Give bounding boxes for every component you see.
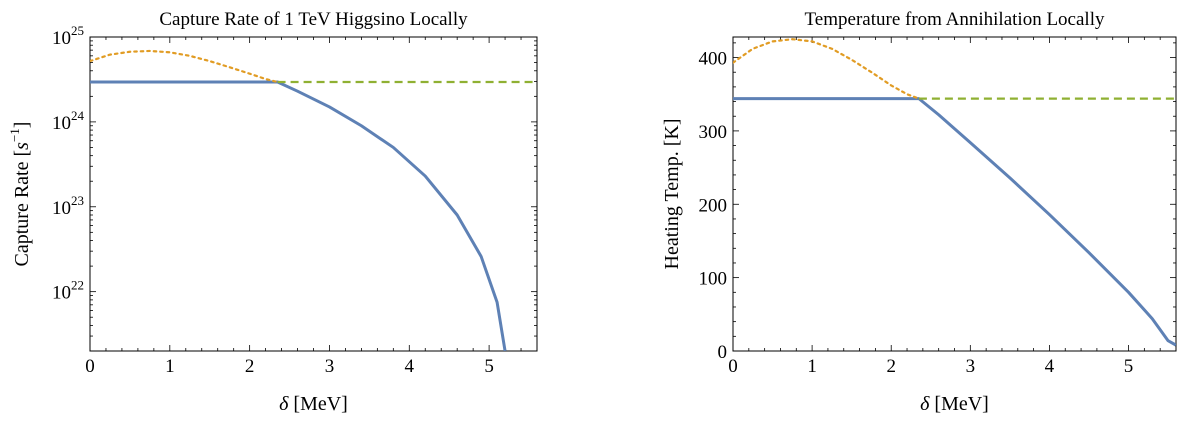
y-axis-label: Capture Rate [s−1]	[7, 122, 34, 267]
chart-title: Temperature from Annihilation Locally	[805, 9, 1105, 30]
y-tick-label: 1022	[52, 278, 84, 304]
y-tick-label: 400	[699, 49, 728, 70]
chart-title: Capture Rate of 1 TeV Higgsino Locally	[159, 9, 468, 30]
x-tick-label: 3	[325, 356, 335, 377]
y-tick-label: 0	[718, 342, 728, 363]
series-line-solid	[733, 97, 1176, 347]
x-tick-label: 5	[1124, 356, 1134, 377]
series-line-dotted	[90, 49, 279, 84]
plot-frame	[732, 36, 1177, 352]
x-tick-label: 2	[245, 356, 255, 377]
x-axis-label: δ [MeV]	[279, 393, 348, 415]
series-line-solid	[90, 80, 507, 351]
x-tick-label: 4	[1045, 356, 1055, 377]
y-tick-label: 300	[699, 122, 728, 143]
series-line-dotted	[733, 38, 921, 100]
chart-panel-1: 0 1 2 3 4 5 1022 1023 1024 1025 Capture Rate of 1 …	[7, 9, 538, 415]
chart-panel-2: 0 1 2 3 4 5 0 100 200 300 400 Temperature from Anni…	[661, 9, 1177, 415]
y-axis-label: Heating Temp. [K]	[661, 119, 683, 270]
x-tick-label: 0	[728, 356, 738, 377]
y-tick-label: 1025	[52, 23, 84, 49]
x-tick-label: 2	[886, 356, 896, 377]
y-tick-label: 1024	[52, 108, 85, 134]
y-tick-label: 200	[699, 195, 728, 216]
x-tick-label: 4	[405, 356, 415, 377]
x-axis-label: δ [MeV]	[920, 393, 989, 415]
x-tick-label: 3	[966, 356, 976, 377]
x-tick-label: 0	[85, 356, 95, 377]
x-tick-label: 1	[807, 356, 817, 377]
x-tick-label: 1	[165, 356, 175, 377]
y-tick-label: 100	[699, 269, 728, 290]
x-tick-label: 5	[484, 356, 494, 377]
y-tick-label: 1023	[52, 193, 84, 219]
plot-frame	[89, 36, 538, 352]
